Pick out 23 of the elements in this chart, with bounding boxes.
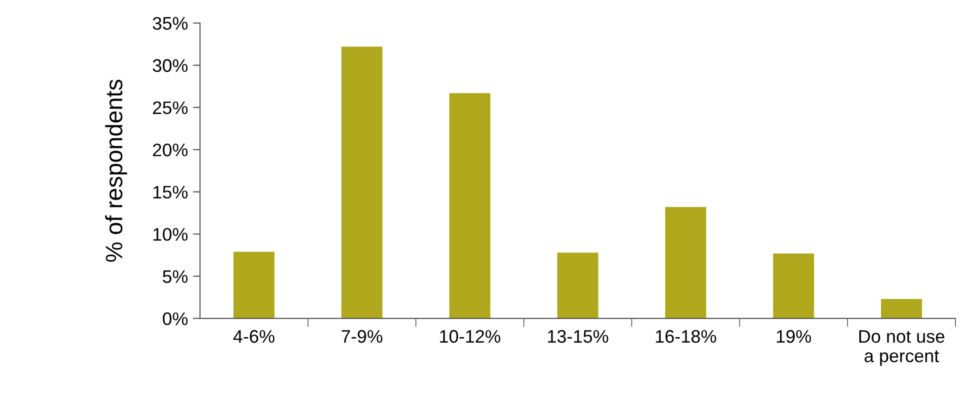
y-tick-label: 15% [153, 186, 188, 199]
x-tick-label: 4-6% [233, 330, 274, 343]
bar [773, 253, 814, 318]
y-tick-label: 35% [152, 16, 188, 30]
y-axis-title: % of respondents [105, 80, 128, 262]
x-tick-label: 16-18% [656, 330, 716, 343]
x-tick-label: 10-12% [440, 330, 500, 343]
bar [341, 46, 382, 318]
x-tick-label: 19% [776, 330, 812, 343]
x-tick-label: 7-9% [342, 330, 382, 343]
y-tick-label: 10% [153, 228, 188, 241]
y-tick-label: 25% [152, 101, 188, 114]
y-tick-label: 20% [152, 144, 188, 156]
y-tick-label: 0% [162, 312, 188, 326]
bar [881, 299, 922, 318]
bar [449, 93, 490, 318]
y-tick-label: 5% [162, 270, 188, 283]
x-tick-label: 13-15% [548, 330, 608, 343]
y-tick-label: 30% [152, 59, 188, 72]
bar [557, 252, 598, 318]
bar [665, 207, 706, 318]
bar [233, 252, 274, 318]
x-tick-label: Do not use a percent [859, 330, 944, 366]
